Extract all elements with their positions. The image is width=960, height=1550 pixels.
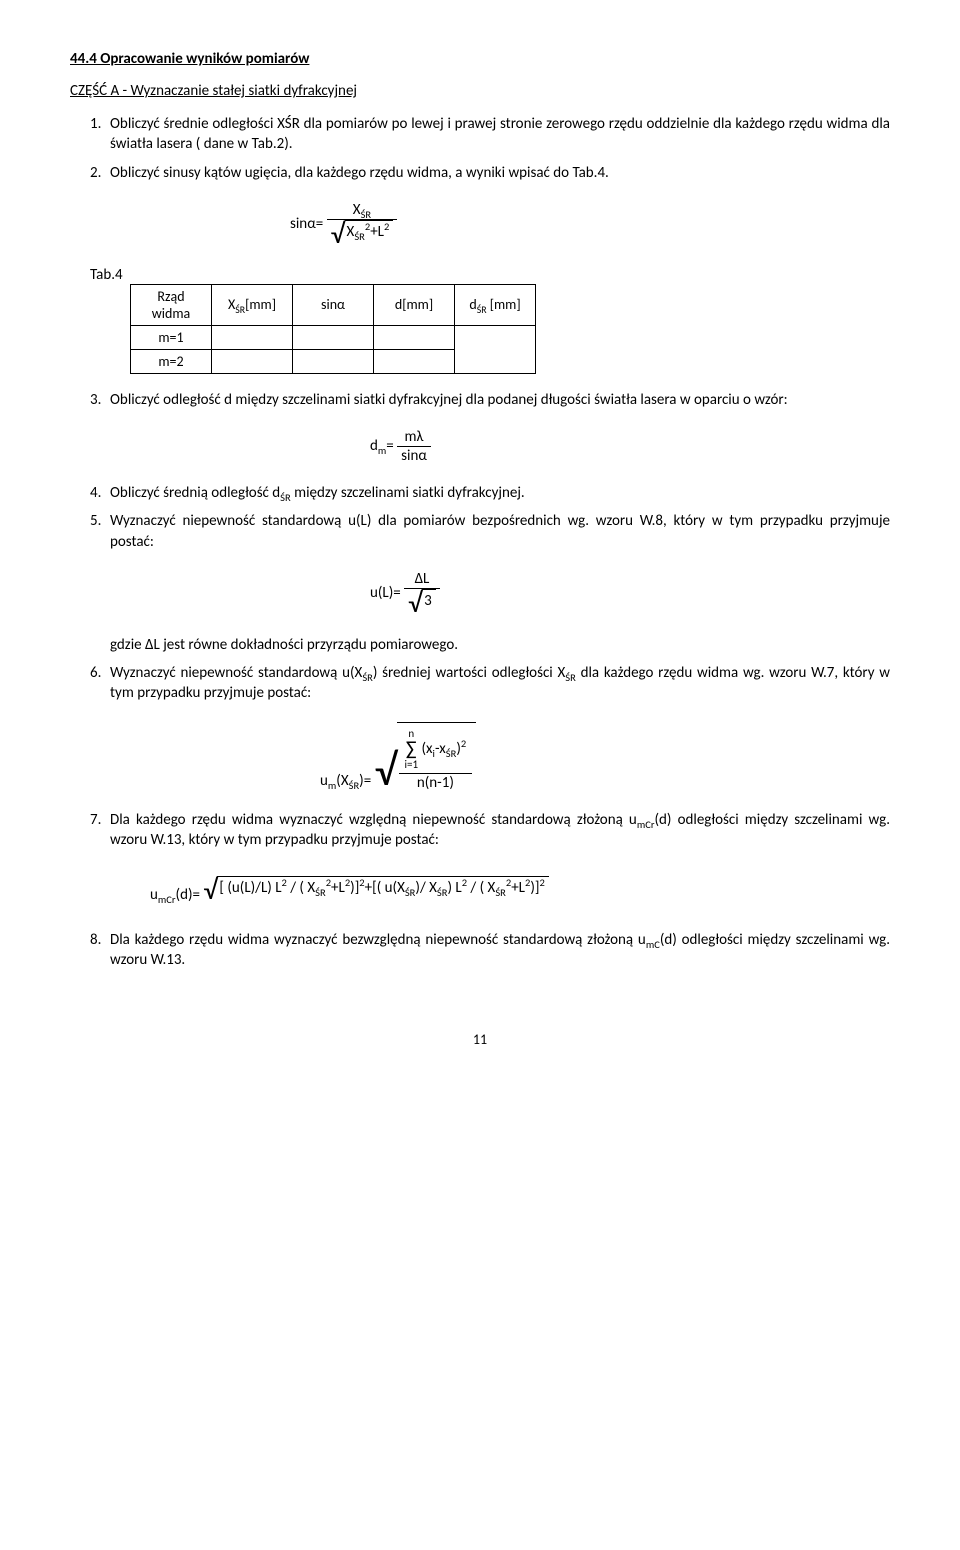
item-1-text: Obliczyć średnie odległości XŚR dla pomi… (110, 115, 890, 153)
item-7-text: Dla każdego rzędu widma wyznaczyć względ… (110, 811, 890, 849)
part-a-heading: CZĘŚĆ A - Wyznaczanie stałej siatki dyfr… (70, 82, 890, 100)
item-5-text: Wyznaczyć niepewność standardową u(L) dl… (110, 512, 890, 550)
table-4-r1c5 (455, 325, 536, 373)
item-1-num: 1. (90, 114, 110, 134)
table-4-label: Tab.4 (90, 266, 890, 284)
formula-sin-alpha: sinα= XŚR √ XŚR2+L2 (290, 201, 890, 248)
formula-dm-bot: sinα (397, 447, 431, 465)
item-3-num: 3. (90, 390, 110, 410)
table-4-r2c1: m=2 (131, 349, 212, 373)
page-number: 11 (70, 1031, 890, 1048)
item-8: 8.Dla każdego rzędu widma wyznaczyć bezw… (90, 930, 890, 971)
formula-sin-frac: XŚR √ XŚR2+L2 (327, 201, 398, 248)
formula-sin-radicand: XŚR2+L2 (345, 220, 394, 248)
formula-um-top: n ∑ i=1 (xi-xŚR)2 (399, 725, 473, 774)
item-4-num: 4. (90, 483, 110, 503)
table-4-h5: dŚR [mm] (455, 284, 536, 325)
formula-uL-frac: ΔL √ 3 (404, 570, 440, 617)
table-4-r1c4 (374, 325, 455, 349)
formula-um-sqrt: √ n ∑ i=1 (xi-xŚR)2 n(n-1) (375, 722, 477, 792)
item-5: 5.Wyznaczyć niepewność standardową u(L) … (90, 511, 890, 552)
formula-um-lhs: um(XŚR)= (320, 772, 371, 790)
item-1: 1.Obliczyć średnie odległości XŚR dla po… (90, 114, 890, 155)
formula-um-sum-sym: ∑ (405, 740, 419, 758)
item-2-num: 2. (90, 163, 110, 183)
item-2: 2.Obliczyć sinusy kątów ugięcia, dla każ… (90, 163, 890, 183)
item-4-text: Obliczyć średnią odległość dŚR między sz… (110, 484, 525, 502)
table-4-header-row: Rządwidma XŚR[mm] sinα d[mm] dŚR [mm] (131, 284, 536, 325)
formula-um-body: n ∑ i=1 (xi-xŚR)2 n(n-1) (397, 722, 477, 792)
item-3-text: Obliczyć odległość d między szczelinami … (110, 391, 788, 409)
table-4-row-1: m=1 (131, 325, 536, 349)
item-7-num: 7. (90, 810, 110, 830)
item-7: 7.Dla każdego rzędu widma wyznaczyć wzgl… (90, 810, 890, 851)
formula-sin-bot: √ XŚR2+L2 (327, 220, 398, 248)
radical-icon: √ (331, 220, 345, 248)
formula-umcr: umCr(d)= √ [ (u(L)/L) L2 / ( XŚR2+L2)]2+… (150, 876, 890, 904)
section-heading: 44.4 Opracowanie wyników pomiarów (70, 50, 890, 68)
table-4-r2c4 (374, 349, 455, 373)
item-2-text: Obliczyć sinusy kątów ugięcia, dla każde… (110, 164, 609, 182)
item-8-num: 8. (90, 930, 110, 950)
table-4: Rządwidma XŚR[mm] sinα d[mm] dŚR [mm] m=… (130, 284, 536, 374)
radical-icon: √ (203, 876, 217, 904)
table-4-r1c2 (212, 325, 293, 349)
formula-dm-top: mλ (397, 428, 431, 447)
table-4-r2c2 (212, 349, 293, 373)
formula-dm-frac: mλ sinα (397, 428, 431, 465)
formula-uL-bot: √ 3 (404, 589, 440, 617)
formula-um-sum-term: (xi-xŚR)2 (422, 740, 467, 758)
formula-sin-lhs: sinα= (290, 215, 323, 233)
item-5-num: 5. (90, 511, 110, 531)
item-6-text: Wyznaczyć niepewność standardową u(XŚR) … (110, 664, 890, 702)
table-4-r1c3 (293, 325, 374, 349)
table-4-h1: Rządwidma (131, 284, 212, 325)
table-4-r2c3 (293, 349, 374, 373)
item-6: 6.Wyznaczyć niepewność standardową u(XŚR… (90, 663, 890, 704)
formula-uL-lhs: u(L)= (370, 584, 401, 602)
formula-dm-lhs: dm= (370, 437, 394, 455)
table-4-h3: sinα (293, 284, 374, 325)
formula-dm: dm= mλ sinα (370, 428, 890, 465)
table-4-h2: XŚR[mm] (212, 284, 293, 325)
formula-umcr-lhs: umCr(d)= (150, 886, 200, 904)
item-4: 4.Obliczyć średnią odległość dŚR między … (90, 483, 890, 503)
formula-um-bot: n(n-1) (399, 774, 473, 792)
formula-umcr-body: [ (u(L)/L) L2 / ( XŚR2+L2)]2+[( u(XŚR)/ … (217, 876, 548, 904)
item-5-sub: gdzie ΔL jest równe dokładności przyrząd… (110, 635, 890, 655)
formula-uL-sqrt: √ 3 (408, 589, 436, 617)
formula-um: um(XŚR)= √ n ∑ i=1 (xi-xŚR)2 n(n-1) (320, 722, 890, 792)
formula-umcr-sqrt: √ [ (u(L)/L) L2 / ( XŚR2+L2)]2+[( u(XŚR)… (203, 876, 548, 904)
item-6-num: 6. (90, 663, 110, 683)
formula-um-frac: n ∑ i=1 (xi-xŚR)2 n(n-1) (399, 725, 473, 792)
formula-um-sum-from: i=1 (405, 758, 419, 771)
table-4-h4: d[mm] (374, 284, 455, 325)
table-4-r1c1: m=1 (131, 325, 212, 349)
radical-icon: √ (408, 589, 422, 617)
formula-uL-radicand: 3 (422, 589, 436, 617)
radical-icon: √ (375, 748, 397, 792)
item-8-text: Dla każdego rzędu widma wyznaczyć bezwzg… (110, 931, 890, 969)
item-3: 3.Obliczyć odległość d między szczelinam… (90, 390, 890, 410)
formula-uL: u(L)= ΔL √ 3 (370, 570, 890, 617)
formula-sin-sqrt: √ XŚR2+L2 (331, 220, 394, 248)
